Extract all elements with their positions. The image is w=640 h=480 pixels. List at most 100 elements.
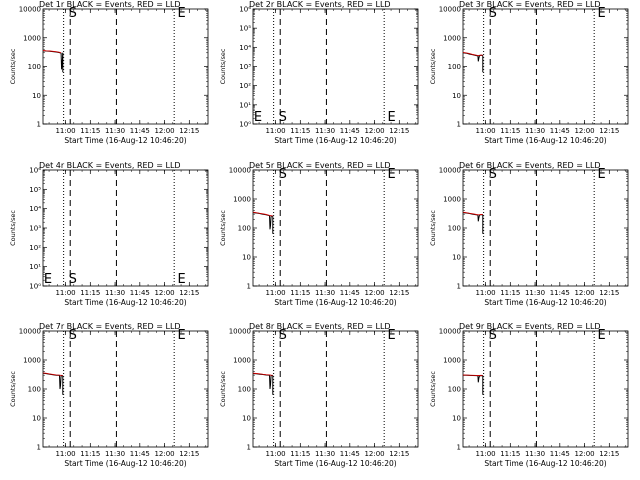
x-axis-title: Start Time (16-Aug-12 10:46:20) bbox=[274, 298, 396, 307]
x-tick-label: 11:45 bbox=[340, 127, 360, 135]
y-tick-label: 10000 bbox=[229, 167, 251, 175]
y-tick-label: 10 bbox=[242, 415, 251, 423]
x-tick-label: 11:15 bbox=[500, 450, 520, 458]
y-tick-label: 10 bbox=[452, 92, 461, 100]
y-tick-label: 10³ bbox=[29, 225, 41, 233]
x-tick-label: 11:15 bbox=[80, 127, 100, 135]
panel-title: Det 1r BLACK = Events, RED = LLD bbox=[39, 0, 181, 9]
x-axis-title: Start Time (16-Aug-12 10:46:20) bbox=[274, 136, 396, 145]
x-tick-label: 12:15 bbox=[599, 450, 619, 458]
x-tick-label: 11:30 bbox=[105, 450, 125, 458]
x-axis-title: Start Time (16-Aug-12 10:46:20) bbox=[64, 136, 186, 145]
plot-frame bbox=[42, 169, 209, 287]
x-tick-label: 11:45 bbox=[340, 450, 360, 458]
x-axis-title: Start Time (16-Aug-12 10:46:20) bbox=[64, 298, 186, 307]
y-axis-title: Counts/sec bbox=[429, 48, 437, 84]
y-tick-label: 10⁴ bbox=[239, 44, 251, 52]
x-tick-label: 11:45 bbox=[130, 127, 150, 135]
x-tick-label: 12:15 bbox=[389, 127, 409, 135]
x-tick-label: 11:45 bbox=[550, 289, 570, 297]
y-axis-title: Counts/sec bbox=[219, 210, 227, 246]
y-tick-label: 1 bbox=[457, 444, 461, 452]
y-tick-label: 10000 bbox=[19, 328, 41, 336]
y-axis-title: Counts/sec bbox=[9, 48, 17, 84]
time-marker-e: E bbox=[597, 6, 605, 21]
x-tick-label: 11:15 bbox=[80, 450, 100, 458]
detector-panel-8: Det 8r BLACK = Events, RED = LLD 1 10 100 10… bbox=[219, 322, 419, 468]
y-tick-label: 1000 bbox=[23, 34, 41, 42]
y-tick-label: 1000 bbox=[233, 357, 251, 365]
lld-rate-line bbox=[462, 374, 483, 376]
x-tick-label: 12:15 bbox=[599, 289, 619, 297]
x-tick-label: 12:15 bbox=[179, 289, 199, 297]
y-tick-label: 100 bbox=[238, 386, 251, 394]
x-tick-label: 11:00 bbox=[55, 289, 75, 297]
x-tick-label: 11:30 bbox=[525, 127, 545, 135]
event-rate-line bbox=[252, 373, 273, 390]
x-tick-label: 11:15 bbox=[500, 289, 520, 297]
x-tick-label: 12:00 bbox=[364, 127, 384, 135]
plot-frame bbox=[252, 169, 419, 287]
y-tick-label: 1000 bbox=[443, 196, 461, 204]
y-tick-label: 1000 bbox=[443, 34, 461, 42]
lld-rate-line bbox=[462, 211, 483, 216]
y-tick-label: 1 bbox=[37, 444, 41, 452]
y-tick-label: 10 bbox=[32, 415, 41, 423]
plot-frame bbox=[252, 8, 419, 125]
time-marker-s: S bbox=[279, 110, 287, 125]
y-tick-label: 10⁵ bbox=[29, 186, 41, 194]
x-tick-label: 12:00 bbox=[154, 450, 174, 458]
y-tick-label: 10⁵ bbox=[239, 25, 251, 33]
x-tick-label: 12:15 bbox=[389, 450, 409, 458]
y-tick-label: 1 bbox=[457, 283, 461, 291]
x-tick-label: 12:00 bbox=[364, 289, 384, 297]
y-tick-label: 1 bbox=[247, 444, 251, 452]
panel-title: Det 2r BLACK = Events, RED = LLD bbox=[249, 0, 391, 9]
y-tick-label: 10000 bbox=[439, 6, 461, 14]
y-tick-label: 10000 bbox=[439, 328, 461, 336]
time-marker-s: S bbox=[69, 272, 77, 287]
y-tick-label: 10000 bbox=[439, 167, 461, 175]
panel-title: Det 6r BLACK = Events, RED = LLD bbox=[459, 161, 601, 170]
y-tick-label: 10⁰ bbox=[29, 283, 41, 291]
detector-panel-6: Det 6r BLACK = Events, RED = LLD 1 10 100 10… bbox=[429, 161, 629, 307]
panel-title: Det 7r BLACK = Events, RED = LLD bbox=[39, 322, 181, 331]
y-tick-label: 10⁶ bbox=[29, 167, 41, 175]
x-tick-label: 11:45 bbox=[130, 289, 150, 297]
x-tick-label: 11:45 bbox=[550, 450, 570, 458]
x-axis-title: Start Time (16-Aug-12 10:46:20) bbox=[64, 459, 186, 468]
x-tick-label: 11:30 bbox=[525, 289, 545, 297]
lld-rate-line bbox=[252, 211, 273, 217]
plot-frame bbox=[42, 8, 209, 125]
detector-panel-2: Det 2r BLACK = Events, RED = LLD 10⁰ 10¹ 10… bbox=[219, 0, 419, 145]
y-tick-label: 1 bbox=[457, 121, 461, 129]
time-marker-s: S bbox=[489, 167, 497, 182]
y-tick-label: 100 bbox=[448, 63, 461, 71]
time-marker-e: E bbox=[254, 110, 262, 125]
y-axis-title: Counts/sec bbox=[219, 48, 227, 84]
x-tick-label: 12:15 bbox=[179, 450, 199, 458]
x-tick-label: 11:00 bbox=[265, 450, 285, 458]
y-tick-label: 10 bbox=[452, 254, 461, 262]
y-tick-label: 10 bbox=[32, 92, 41, 100]
y-tick-label: 100 bbox=[28, 386, 41, 394]
y-tick-label: 10 bbox=[242, 254, 251, 262]
lld-rate-line bbox=[42, 372, 63, 377]
y-tick-label: 10² bbox=[29, 244, 41, 252]
y-tick-label: 10² bbox=[239, 82, 251, 90]
time-marker-e: E bbox=[597, 328, 605, 343]
x-tick-label: 11:15 bbox=[500, 127, 520, 135]
x-tick-label: 11:30 bbox=[105, 289, 125, 297]
detector-panel-3: Det 3r BLACK = Events, RED = LLD 1 10 100 10… bbox=[429, 0, 629, 145]
time-marker-s: S bbox=[279, 167, 287, 182]
x-tick-label: 11:15 bbox=[290, 289, 310, 297]
time-marker-e: E bbox=[177, 6, 185, 21]
detector-panel-1: Det 1r BLACK = Events, RED = LLD 1 10 100 10… bbox=[9, 0, 209, 145]
x-tick-label: 12:15 bbox=[389, 289, 409, 297]
time-marker-e: E bbox=[44, 272, 52, 287]
y-axis-title: Counts/sec bbox=[9, 210, 17, 246]
panel-title: Det 9r BLACK = Events, RED = LLD bbox=[459, 322, 601, 331]
x-tick-label: 11:00 bbox=[55, 450, 75, 458]
x-tick-label: 11:15 bbox=[80, 289, 100, 297]
y-tick-label: 1000 bbox=[233, 196, 251, 204]
